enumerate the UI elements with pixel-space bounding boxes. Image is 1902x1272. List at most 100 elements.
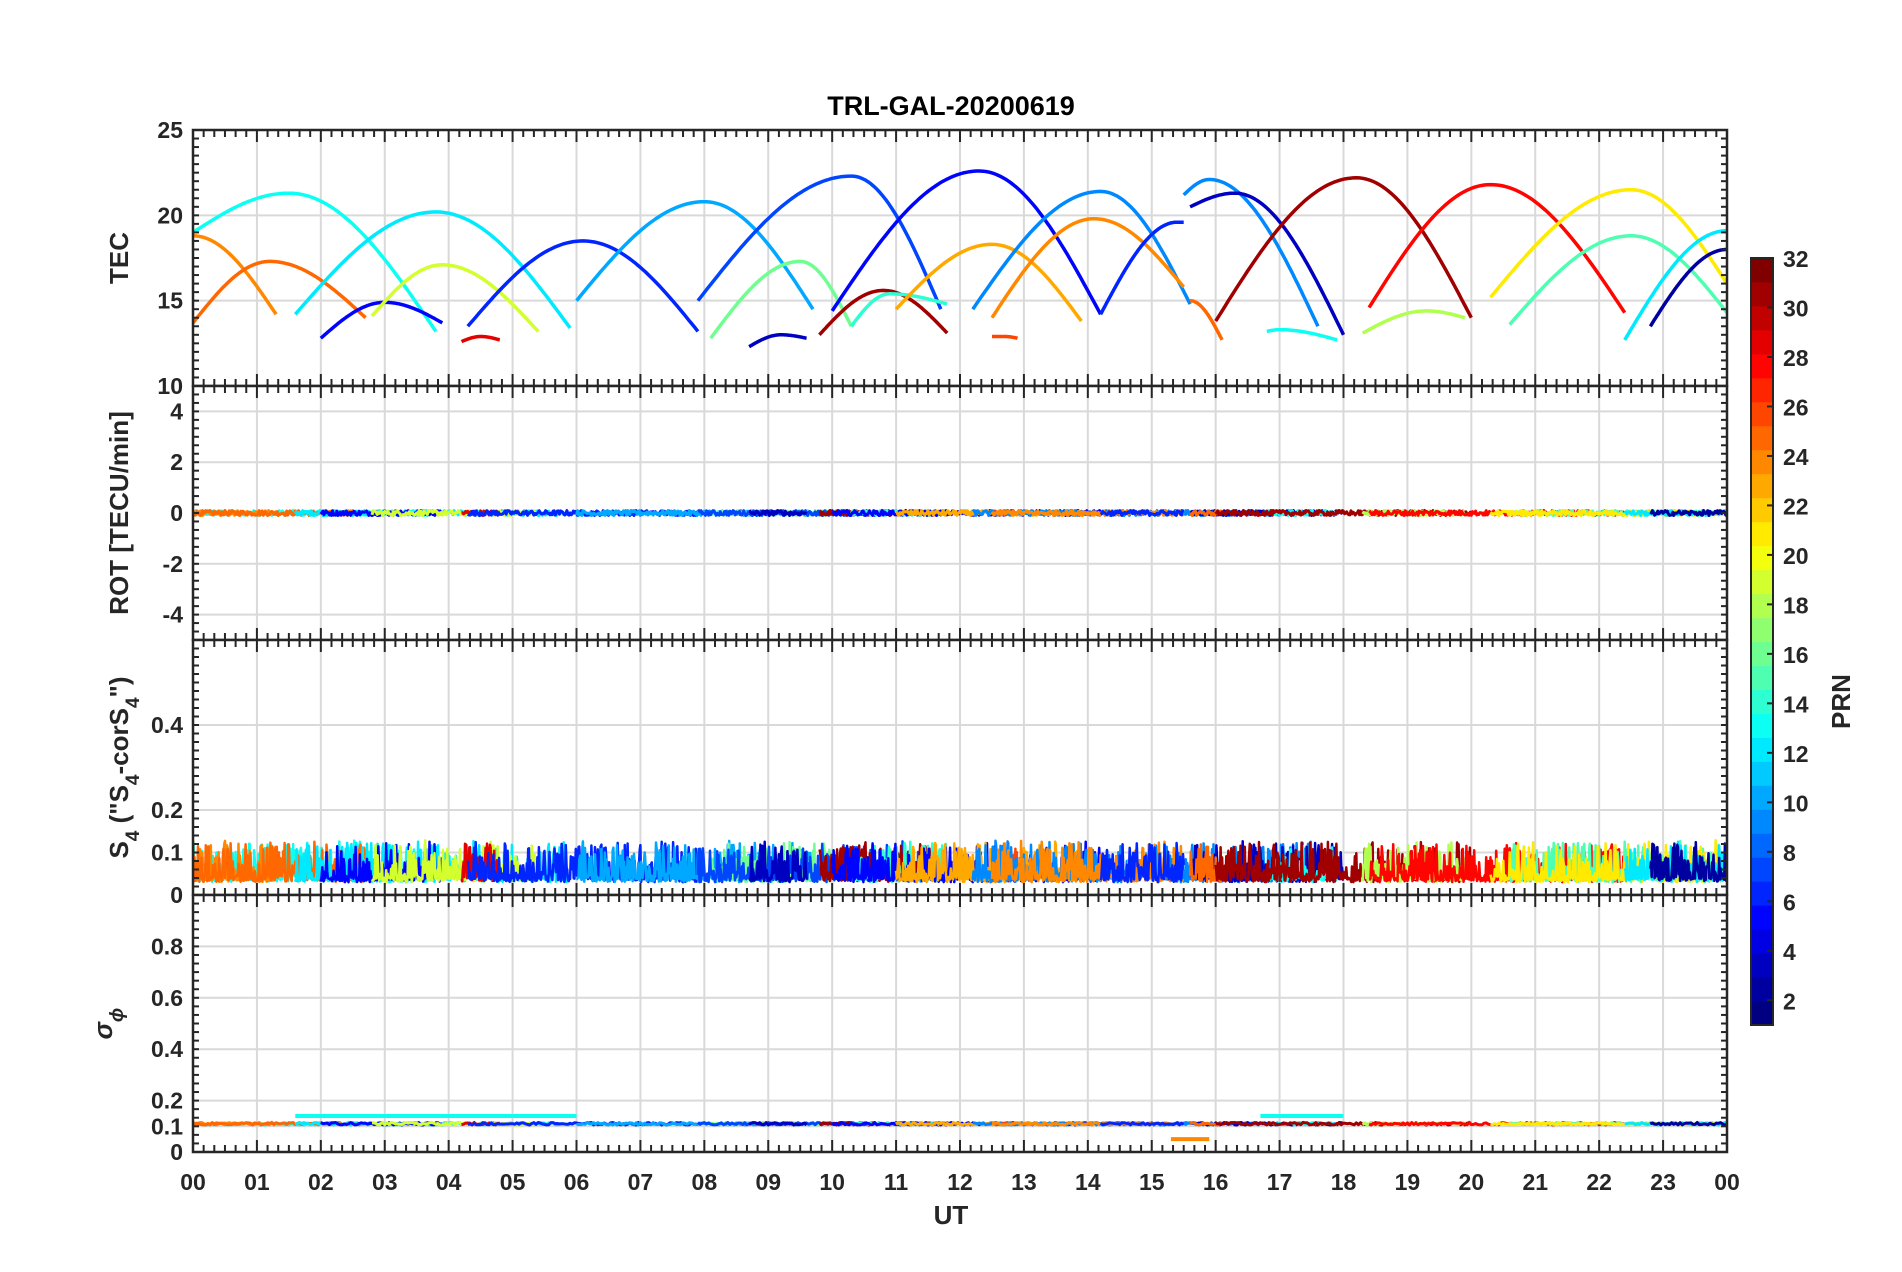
colorbar-segment [1751,761,1773,786]
tec-arc-prn-21 [1489,188,1727,299]
colorbar-tick-label: 20 [1783,543,1809,569]
x-axis-label: UT [934,1200,969,1230]
tec-arc-prn-26 [990,334,1019,340]
tec-arc-prn-3 [1189,191,1346,336]
colorbar-segment [1751,425,1773,451]
y-tick-label: 25 [157,117,183,143]
colorbar-tick-label: 10 [1783,790,1809,816]
colorbar-tick-label: 22 [1783,493,1809,519]
colorbar-segment [1751,377,1773,403]
colorbar-segment [1751,689,1773,714]
y-axis-label: σϕ [88,1008,128,1040]
s4-trace-prn-31 [1214,840,1473,884]
colorbar-segment [1751,665,1773,690]
s4-trace-prn-10 [575,839,815,884]
tec-arc-prn-29 [460,334,502,344]
x-tick-label: 19 [1395,1169,1421,1195]
y-tick-label: 0.1 [151,1113,183,1139]
y-tick-label: 0.6 [151,985,183,1011]
colorbar-tick-label: 26 [1783,394,1809,420]
x-tick-label: 21 [1522,1169,1548,1195]
colorbar-segment [1751,641,1773,666]
tec-arc-prn-18 [1361,309,1466,335]
colorbar-tick-label: 30 [1783,295,1809,321]
panel-tec: 10 15 20 25 TEC [104,117,1729,399]
tec-arc-prn-16 [709,259,853,340]
colorbar-segment [1751,569,1773,595]
grid [193,640,1727,895]
x-tick-label: 00 [180,1169,206,1195]
x-tick-label: 02 [308,1169,334,1195]
x-tick-label: 00 [1714,1169,1740,1195]
x-tick-label: 22 [1586,1169,1612,1195]
y-tick-label: 2 [170,449,183,475]
x-tick-label: 06 [564,1169,590,1195]
colorbar-tick-label: 8 [1783,840,1796,866]
colorbar-segment [1751,545,1773,571]
tick-marks [192,894,1728,1153]
panel-rot: -4 -2 0 2 4 ROT [TECU/min] [104,384,1729,642]
tec-arc-prn-9 [971,189,1192,311]
colorbar-segment [1751,617,1773,642]
y-axis-label: ROT [TECU/min] [104,411,134,615]
tec-arc-prn-3 [748,333,808,349]
colorbar-segment [1751,953,1773,978]
tec-arc-prn-31 [1214,176,1473,323]
colorbar-segment [1751,401,1773,427]
colorbar-segment [1751,785,1773,810]
y-tick-label: 0 [170,882,183,908]
tec-arc-prn-6 [1099,220,1185,316]
colorbar-segment [1751,857,1773,882]
colorbar-tick-label: 2 [1783,988,1796,1014]
colorbar-tick-label: 12 [1783,741,1809,767]
grid [193,130,1727,386]
x-tick-label: 08 [692,1169,718,1195]
s4-trace-prn-2 [1649,840,1727,883]
colorbar-segment [1751,497,1773,523]
tec-arc-prn-19 [370,263,540,333]
tec-arc-prn-13 [1265,327,1338,342]
x-tick-label: 13 [1011,1169,1037,1195]
y-axis-label: S4 ("S4-corS4") [104,676,144,858]
tec-arc-prn-12 [1623,228,1727,341]
rot-trace-prn-6 [1099,509,1185,517]
tec-arc-prn-23 [894,242,1083,323]
colorbar-segment [1751,713,1773,738]
x-tick-label: 23 [1650,1169,1676,1195]
tec-arc-prn-25 [1188,298,1224,341]
x-tick-label: 12 [947,1169,973,1195]
colorbar-label: PRN [1826,674,1856,729]
rot-trace-prn-3 [748,509,808,517]
tec-arc-prn-6 [466,239,700,333]
x-tick-label: 09 [755,1169,781,1195]
colorbar-segment [1751,881,1773,906]
tec-arc-prn-24 [193,234,278,316]
tec-arc-prn-25 [193,259,367,324]
y-tick-label: 4 [170,398,183,424]
colorbar-tick-label: 16 [1783,642,1809,668]
x-tick-label: 01 [244,1169,270,1195]
colorbar-segment [1751,593,1773,619]
x-tick-label: 11 [884,1169,909,1195]
tec-arc-prn-14 [849,292,948,328]
x-tick-label: 14 [1075,1169,1101,1195]
y-tick-label: 0.8 [151,933,183,959]
colorbar-segment [1751,977,1773,1002]
rot-trace-prn-2 [1649,509,1727,517]
tec-arc-prn-31 [818,288,949,336]
s4-trace-prn-3 [748,840,808,884]
y-tick-label: 10 [157,373,183,399]
colorbar-segment [1751,905,1773,930]
tick-marks [192,385,1728,641]
y-tick-label: -4 [163,602,184,628]
s4-trace-prn-6 [1099,841,1185,884]
x-tick-label: 05 [500,1169,526,1195]
colorbar-frame [1750,257,1774,1026]
x-tick-label: 16 [1203,1169,1229,1195]
series [193,838,1727,884]
panel-sigma: 00.10.2 0.4 0.6 0.8 σϕ [88,893,1729,1165]
colorbar-tick-label: 18 [1783,592,1809,618]
colorbar-segment [1751,737,1773,762]
tec-arc-prn-24 [990,217,1186,319]
